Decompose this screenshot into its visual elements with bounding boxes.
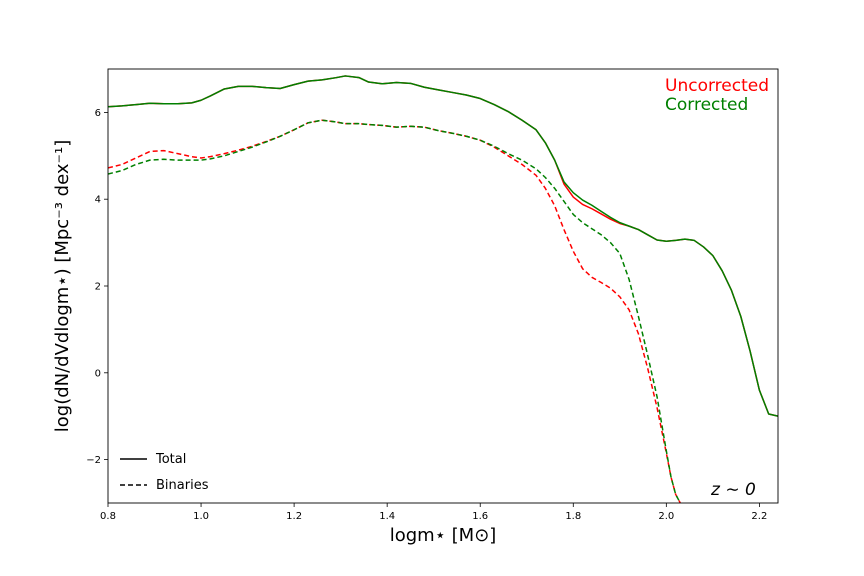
x-tick-label: 2.2 (751, 511, 767, 522)
redshift-annotation: z ∼ 0 (710, 480, 756, 500)
y-axis-label: log(dN/dVdlogm⋆) [Mpc⁻³ dex⁻¹] (52, 140, 73, 432)
x-tick-label: 2.0 (658, 511, 674, 522)
y-tick-label: 6 (95, 108, 101, 119)
y-tick-label: −2 (86, 455, 101, 466)
series-line-corrected-dashed (108, 119, 681, 503)
y-axis-ticks: −2 0 2 4 6 (86, 108, 108, 466)
series-label-uncorrected: Uncorrected (665, 76, 769, 96)
x-tick-label: 0.8 (100, 511, 116, 522)
legend: Total Binaries (120, 452, 209, 493)
x-tick-label: 1.4 (379, 511, 395, 522)
x-axis-ticks: 0.8 1.0 1.2 1.4 1.6 1.8 2.0 2.2 (100, 503, 767, 522)
series-label-corrected: Corrected (665, 95, 748, 115)
y-tick-label: 4 (95, 195, 101, 206)
legend-label-binaries: Binaries (156, 478, 209, 493)
x-tick-label: 1.8 (565, 511, 581, 522)
series-line-corrected-solid (108, 75, 778, 417)
y-tick-label: 0 (95, 368, 101, 379)
x-tick-label: 1.2 (286, 511, 302, 522)
legend-label-total: Total (155, 452, 186, 467)
y-tick-label: 2 (95, 282, 101, 293)
series-line-uncorrected-dashed (108, 119, 681, 503)
x-tick-label: 1.0 (193, 511, 209, 522)
x-tick-label: 1.6 (472, 511, 488, 522)
series-layer (108, 75, 778, 503)
x-axis-label: logm⋆ [M⊙] (390, 525, 497, 546)
